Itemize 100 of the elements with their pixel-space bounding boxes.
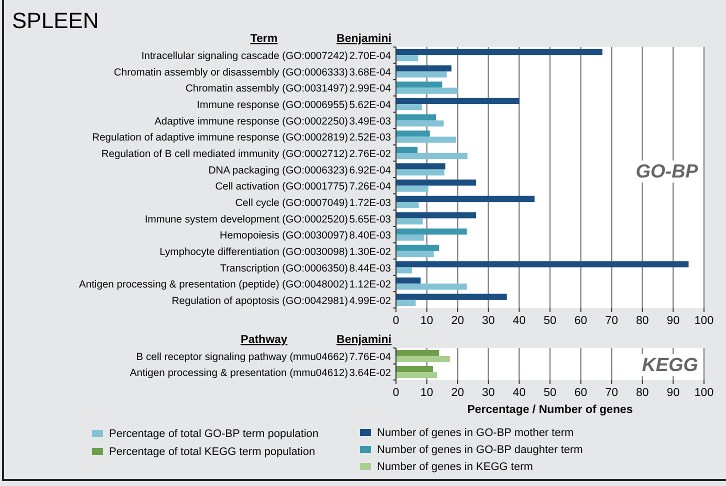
legend-label: Number of genes in GO-BP daughter term — [377, 444, 583, 456]
x-tick-label: 40 — [512, 387, 526, 399]
text: 4.99E-02 — [349, 296, 392, 307]
x-tick-label: 60 — [574, 315, 588, 327]
text: 2.99E-04 — [349, 84, 392, 95]
y-tick-label: Hemopoiesis (GO:0030097) — [220, 230, 348, 242]
annotation: GO-BP — [636, 162, 698, 182]
x-tick-label: 10 — [420, 387, 434, 399]
x-tick-label: 100 — [694, 387, 714, 399]
x-tick-label: 30 — [482, 315, 495, 327]
x-tick-label: 80 — [636, 387, 649, 399]
text: 3.49E-03 — [349, 116, 392, 128]
text: 8.44E-03 — [349, 263, 392, 274]
bar — [396, 212, 476, 218]
y-tick-label: Chromatin assembly (GO:0031497) — [185, 84, 348, 95]
bar — [396, 114, 436, 120]
legend-label: Percentage of total GO-BP term population — [109, 428, 319, 440]
y-tick-label: Regulation of apoptosis (GO:0042981) — [172, 296, 348, 307]
text: 8.40E-03 — [349, 230, 392, 242]
text: 3.68E-04 — [349, 67, 392, 78]
y-tick-label: Antigen processing & presentation (mmu04612) — [130, 368, 348, 380]
y-tick-label: Regulation of adaptive immune response (GO:0002819) — [92, 132, 348, 144]
bar — [396, 55, 418, 62]
text: Benjamini — [336, 334, 392, 346]
bar — [396, 300, 416, 306]
bar — [396, 261, 689, 268]
y-tick-label: DNA packaging (GO:0006323) — [208, 165, 348, 176]
text: SPLEEN — [12, 8, 99, 33]
bar — [396, 196, 535, 202]
bar — [396, 228, 467, 235]
text: 1.72E-03 — [349, 198, 392, 209]
x-tick-label: 20 — [451, 387, 464, 399]
text: 5.62E-04 — [349, 100, 392, 112]
bar — [396, 130, 430, 137]
y-tick-label: B cell receptor signaling pathway (mmu04662) — [136, 352, 348, 363]
x-tick-label: 50 — [544, 387, 556, 399]
bar — [396, 356, 450, 362]
text: Pathway — [240, 334, 288, 346]
y-tick-label: Cell activation (GO:0001775) — [215, 182, 348, 193]
legend-label: Percentage of total KEGG term population — [109, 446, 316, 458]
y-tick-label: Adaptive immune response (GO:0002250) — [154, 116, 348, 128]
text: 7.76E-04 — [349, 352, 392, 363]
bar — [396, 202, 419, 208]
legend-label: Number of genes in GO-BP mother term — [377, 427, 574, 439]
x-tick-label: 10 — [420, 315, 434, 327]
bar — [396, 146, 418, 154]
bar — [396, 244, 440, 251]
bar — [396, 294, 507, 300]
y-tick-label: Antigen processing & presentation (peptide) (GO:0048002) — [78, 280, 348, 291]
bar — [396, 169, 444, 176]
x-tick-label: 50 — [544, 315, 556, 327]
text: Term — [250, 33, 278, 45]
text: 2.70E-04 — [349, 51, 392, 62]
x-tick-label: 70 — [605, 315, 618, 327]
text: 7.26E-04 — [349, 182, 392, 193]
y-tick-label: Cell cycle (GO:0007049) — [235, 198, 348, 209]
bar — [396, 234, 424, 241]
text: 1.12E-02 — [349, 280, 392, 291]
y-tick-label: Immune system development (GO:0002520) — [144, 214, 348, 226]
text: 3.64E-02 — [349, 368, 392, 380]
bar — [396, 284, 467, 290]
bar — [396, 82, 442, 88]
x-tick-label: 20 — [451, 315, 464, 327]
text: 6.92E-04 — [349, 165, 392, 176]
bar — [396, 180, 476, 186]
bar — [396, 71, 447, 78]
bar — [396, 153, 468, 160]
x-tick-label: 60 — [574, 387, 588, 399]
y-tick-label: Transcription (GO:0006350) — [220, 263, 348, 274]
text: 2.52E-03 — [349, 132, 392, 144]
x-tick-label: 0 — [392, 387, 400, 399]
x-tick-label: 0 — [392, 315, 400, 327]
x-tick-label: 70 — [605, 387, 618, 399]
y-tick-label: Intracellular signaling cascade (GO:0007242) — [141, 51, 348, 62]
y-tick-label: Immune response (GO:0006955) — [196, 100, 348, 112]
y-tick-label: Lymphocyte differentiation (GO:0030098) — [160, 246, 348, 258]
text: 1.30E-02 — [349, 246, 392, 258]
legend-label: Number of genes in KEGG term — [377, 461, 533, 473]
bar — [396, 65, 452, 72]
bar — [396, 88, 458, 94]
x-tick-label: 100 — [694, 315, 714, 327]
x-tick-label: 40 — [512, 315, 526, 327]
bar — [396, 366, 433, 372]
bar — [396, 372, 437, 378]
text: 2.76E-02 — [349, 149, 392, 160]
bar — [396, 350, 440, 356]
bar — [396, 98, 520, 104]
x-axis-title: Percentage / Number of genes — [467, 404, 633, 416]
bar — [396, 186, 428, 192]
bar — [396, 163, 446, 170]
y-tick-label: Chromatin assembly or disassembly (GO:0006333) — [114, 67, 348, 78]
x-tick-label: 30 — [482, 387, 495, 399]
bar — [396, 136, 456, 143]
text: 5.65E-03 — [349, 214, 392, 226]
bar — [396, 48, 602, 56]
y-tick-label: Regulation of B cell mediated immunity (GO:0002712) — [101, 149, 348, 160]
bar — [396, 104, 422, 110]
x-tick-label: 80 — [636, 315, 649, 327]
bar — [396, 277, 421, 284]
bar — [396, 267, 412, 274]
